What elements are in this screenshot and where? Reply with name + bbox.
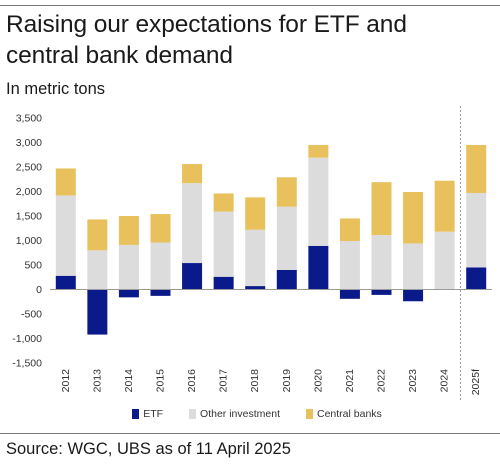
y-tick-label: 0 <box>36 284 42 296</box>
bar-central-banks-2022 <box>371 182 392 236</box>
legend-item-etf: ETF <box>132 408 163 420</box>
chart-subtitle: In metric tons <box>6 80 106 98</box>
bar-other-investment-2024 <box>434 231 455 290</box>
bar-other-investment-2015 <box>150 242 171 290</box>
x-tick-label: 2017 <box>218 369 230 393</box>
bar-etf-2017 <box>213 276 234 290</box>
x-tick-label: 2021 <box>344 369 356 393</box>
y-tick-label: 2,500 <box>16 162 42 174</box>
bar-central-banks-2014 <box>118 216 139 245</box>
x-tick-label: 2024 <box>439 369 451 393</box>
legend-label-other-investment: Other investment <box>200 408 280 420</box>
x-tick-label: 2020 <box>312 369 324 393</box>
y-tick-label: -1,500 <box>12 358 42 370</box>
chart-title: Raising our expectations for ETF and cen… <box>6 11 407 69</box>
bar-etf-2015 <box>150 289 171 296</box>
bar-other-investment-2023 <box>403 243 424 290</box>
legend-label-etf: ETF <box>143 408 164 420</box>
bar-etf-2023 <box>403 289 424 302</box>
stacked-bar-chart: 3,500 3,000 2,500 2,000 1,500 1,000 500 0 -500 -1… <box>12 106 492 400</box>
bar-central-banks-2016 <box>182 164 203 184</box>
bar-other-investment-2018 <box>245 229 266 287</box>
bar-central-banks-2019 <box>276 177 297 207</box>
legend-item-other-investment: Other investment <box>189 408 280 420</box>
bar-other-investment-2016 <box>182 183 203 264</box>
bar-etf-2014 <box>118 289 139 298</box>
bar-central-banks-2025f <box>466 144 487 193</box>
bar-etf-2013 <box>87 289 108 335</box>
bar-other-investment-2022 <box>371 235 392 290</box>
bar-etf-2020 <box>308 245 329 290</box>
bottom-rule <box>0 433 500 434</box>
y-tick-label: -500 <box>21 309 42 321</box>
bar-central-banks-2020 <box>308 144 329 158</box>
x-tick-label: 2013 <box>91 369 103 393</box>
bar-etf-2016 <box>182 263 203 290</box>
legend-swatch-central-banks <box>306 409 313 419</box>
bar-etf-2021 <box>339 289 360 299</box>
bar-etf-2019 <box>276 269 297 290</box>
x-tick-label: 2015 <box>155 369 167 393</box>
bar-central-banks-2023 <box>403 191 424 244</box>
bar-other-investment-2013 <box>87 250 108 290</box>
y-tick-label: -1,000 <box>12 333 42 345</box>
bar-other-investment-2021 <box>339 240 360 290</box>
y-tick-label: 2,000 <box>16 186 42 198</box>
bar-central-banks-2013 <box>87 219 108 251</box>
legend-swatch-etf <box>132 409 140 419</box>
legend-label-central-banks: Central banks <box>317 408 382 420</box>
bar-other-investment-2019 <box>276 206 297 270</box>
y-tick-label: 3,000 <box>16 137 42 149</box>
bar-central-banks-2015 <box>150 214 171 243</box>
source-note: Source: WGC, UBS as of 11 April 2025 <box>6 440 291 458</box>
legend-swatch-other-investment <box>189 409 197 419</box>
x-tick-label: 2012 <box>60 369 72 393</box>
bar-etf-2025f <box>466 267 487 290</box>
y-tick-label: 500 <box>24 260 42 272</box>
bar-central-banks-2024 <box>434 180 455 232</box>
bar-other-investment-2025f <box>466 192 487 268</box>
x-tick-label: 2016 <box>186 369 198 393</box>
bar-other-investment-2014 <box>118 244 139 290</box>
x-tick-label: 2023 <box>407 369 419 393</box>
bar-other-investment-2017 <box>213 211 234 277</box>
bar-etf-2022 <box>371 289 392 295</box>
x-tick-label: 2014 <box>123 369 135 393</box>
x-tick-label: 2025f <box>470 369 482 395</box>
bar-central-banks-2018 <box>245 197 266 230</box>
bar-central-banks-2012 <box>55 168 76 196</box>
y-tick-label: 1,500 <box>16 211 42 223</box>
x-tick-label: 2019 <box>281 369 293 393</box>
bar-central-banks-2021 <box>339 218 360 241</box>
bar-other-investment-2020 <box>308 157 329 246</box>
x-tick-label: 2022 <box>376 369 388 393</box>
y-tick-label: 1,000 <box>16 235 42 247</box>
bar-other-investment-2012 <box>55 195 76 276</box>
chart-legend: ETF Other investment Central banks <box>0 408 500 420</box>
bar-etf-2018 <box>245 286 266 290</box>
bar-etf-2012 <box>55 275 76 290</box>
bar-central-banks-2017 <box>213 193 234 212</box>
top-rule <box>0 5 500 6</box>
y-tick-label: 3,500 <box>16 113 42 125</box>
legend-item-central-banks: Central banks <box>306 408 382 420</box>
x-tick-label: 2018 <box>249 369 261 393</box>
